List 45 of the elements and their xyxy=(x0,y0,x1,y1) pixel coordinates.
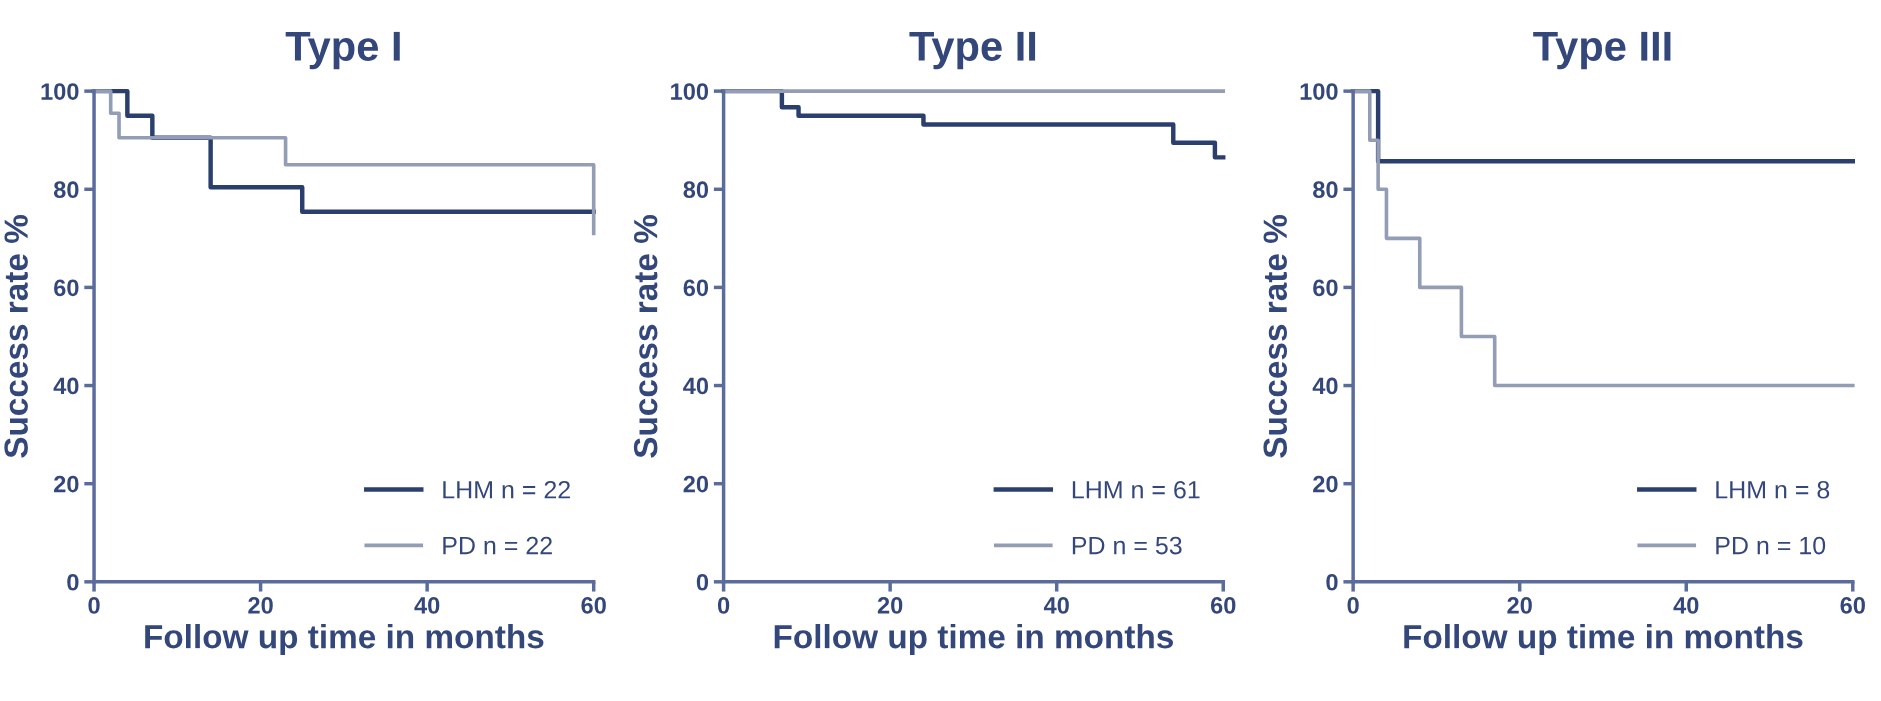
x-tick-label: 40 xyxy=(1043,597,1069,614)
legend-label: LHM n = 61 xyxy=(1072,480,1200,499)
x-tick-label: 20 xyxy=(248,597,273,614)
y-tick-label: 0 xyxy=(1326,573,1338,591)
y-tick-label: 100 xyxy=(41,83,79,100)
y-tick-label: 0 xyxy=(696,573,709,591)
x-tick-label: 60 xyxy=(581,597,606,614)
y-tick-label: 80 xyxy=(53,181,79,199)
chart-title: Type II xyxy=(909,31,1036,70)
y-tick-label: 20 xyxy=(54,475,79,493)
chart-title: Type III xyxy=(1533,31,1671,70)
x-tick-label: 60 xyxy=(1840,597,1865,614)
legend-label: PD n = 53 xyxy=(1072,536,1182,555)
x-tick-label: 0 xyxy=(1347,597,1359,614)
x-axis-title: Follow up time in months xyxy=(145,623,544,656)
y-tick-label: 60 xyxy=(1313,279,1338,297)
x-tick-label: 20 xyxy=(1507,597,1532,614)
y-tick-label: 80 xyxy=(683,181,709,199)
x-tick-label: 40 xyxy=(1673,597,1699,614)
y-axis-title: Success rate % xyxy=(1263,215,1288,458)
y-tick-label: 0 xyxy=(67,573,79,591)
y-tick-label: 40 xyxy=(683,377,709,395)
y-tick-label: 40 xyxy=(53,377,79,395)
y-tick-label: 100 xyxy=(671,83,709,100)
y-axis-title: Success rate % xyxy=(4,215,28,458)
chart-title: Type I xyxy=(285,31,400,70)
x-tick-label: 20 xyxy=(877,597,903,614)
y-tick-label: 80 xyxy=(1313,181,1338,199)
x-tick-label: 60 xyxy=(1210,597,1236,614)
y-tick-label: 100 xyxy=(1300,83,1338,100)
x-tick-label: 0 xyxy=(88,597,100,614)
y-tick-label: 60 xyxy=(683,279,709,297)
legend-label: LHM n = 22 xyxy=(443,480,570,499)
y-tick-label: 20 xyxy=(683,475,709,493)
x-axis-title: Follow up time in months xyxy=(774,623,1173,656)
y-tick-label: 60 xyxy=(54,279,79,297)
y-axis-title: Success rate % xyxy=(633,215,658,458)
x-axis-title: Follow up time in months xyxy=(1404,623,1803,656)
legend-label: LHM n = 8 xyxy=(1716,480,1830,499)
x-tick-label: 40 xyxy=(414,597,440,614)
y-tick-label: 40 xyxy=(1312,377,1338,395)
x-tick-label: 0 xyxy=(717,597,730,614)
legend-label: PD n = 10 xyxy=(1716,536,1826,555)
y-tick-label: 20 xyxy=(1313,475,1338,493)
legend-label: PD n = 22 xyxy=(443,536,552,555)
